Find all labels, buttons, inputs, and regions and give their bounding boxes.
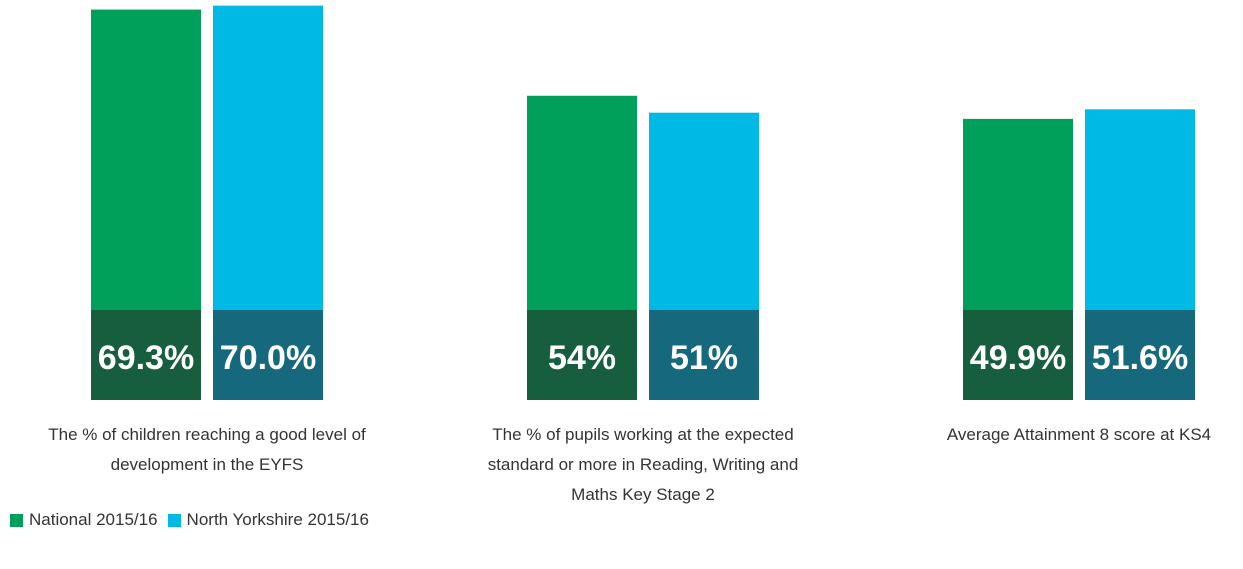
value-label: 69.3% — [98, 339, 194, 377]
value-label: 49.9% — [970, 339, 1066, 377]
legend-label: National 2015/16 — [29, 510, 158, 529]
value-label: 51% — [670, 339, 738, 377]
value-label: 51.6% — [1092, 339, 1188, 377]
legend-label: North Yorkshire 2015/16 — [186, 510, 369, 529]
bar-shade — [1085, 310, 1195, 400]
value-label: 54% — [548, 339, 616, 377]
bar-shade — [213, 310, 323, 400]
bar-shade — [91, 310, 201, 400]
legend-item: National 2015/16 — [10, 510, 158, 530]
category-label: The % of children reaching a good level … — [48, 425, 366, 474]
category-label: The % of pupils working at the expected … — [487, 425, 799, 504]
legend: National 2015/16 North Yorkshire 2015/16 — [10, 510, 379, 530]
legend-swatch — [167, 513, 181, 527]
value-label: 70.0% — [220, 339, 316, 377]
bar-shade — [527, 310, 637, 400]
legend-swatch — [10, 513, 23, 527]
category-label: Average Attainment 8 score at KS4 — [946, 425, 1212, 444]
bar-shade — [963, 310, 1073, 400]
bar-shade — [649, 310, 759, 400]
legend-item: North Yorkshire 2015/16 — [167, 510, 369, 530]
